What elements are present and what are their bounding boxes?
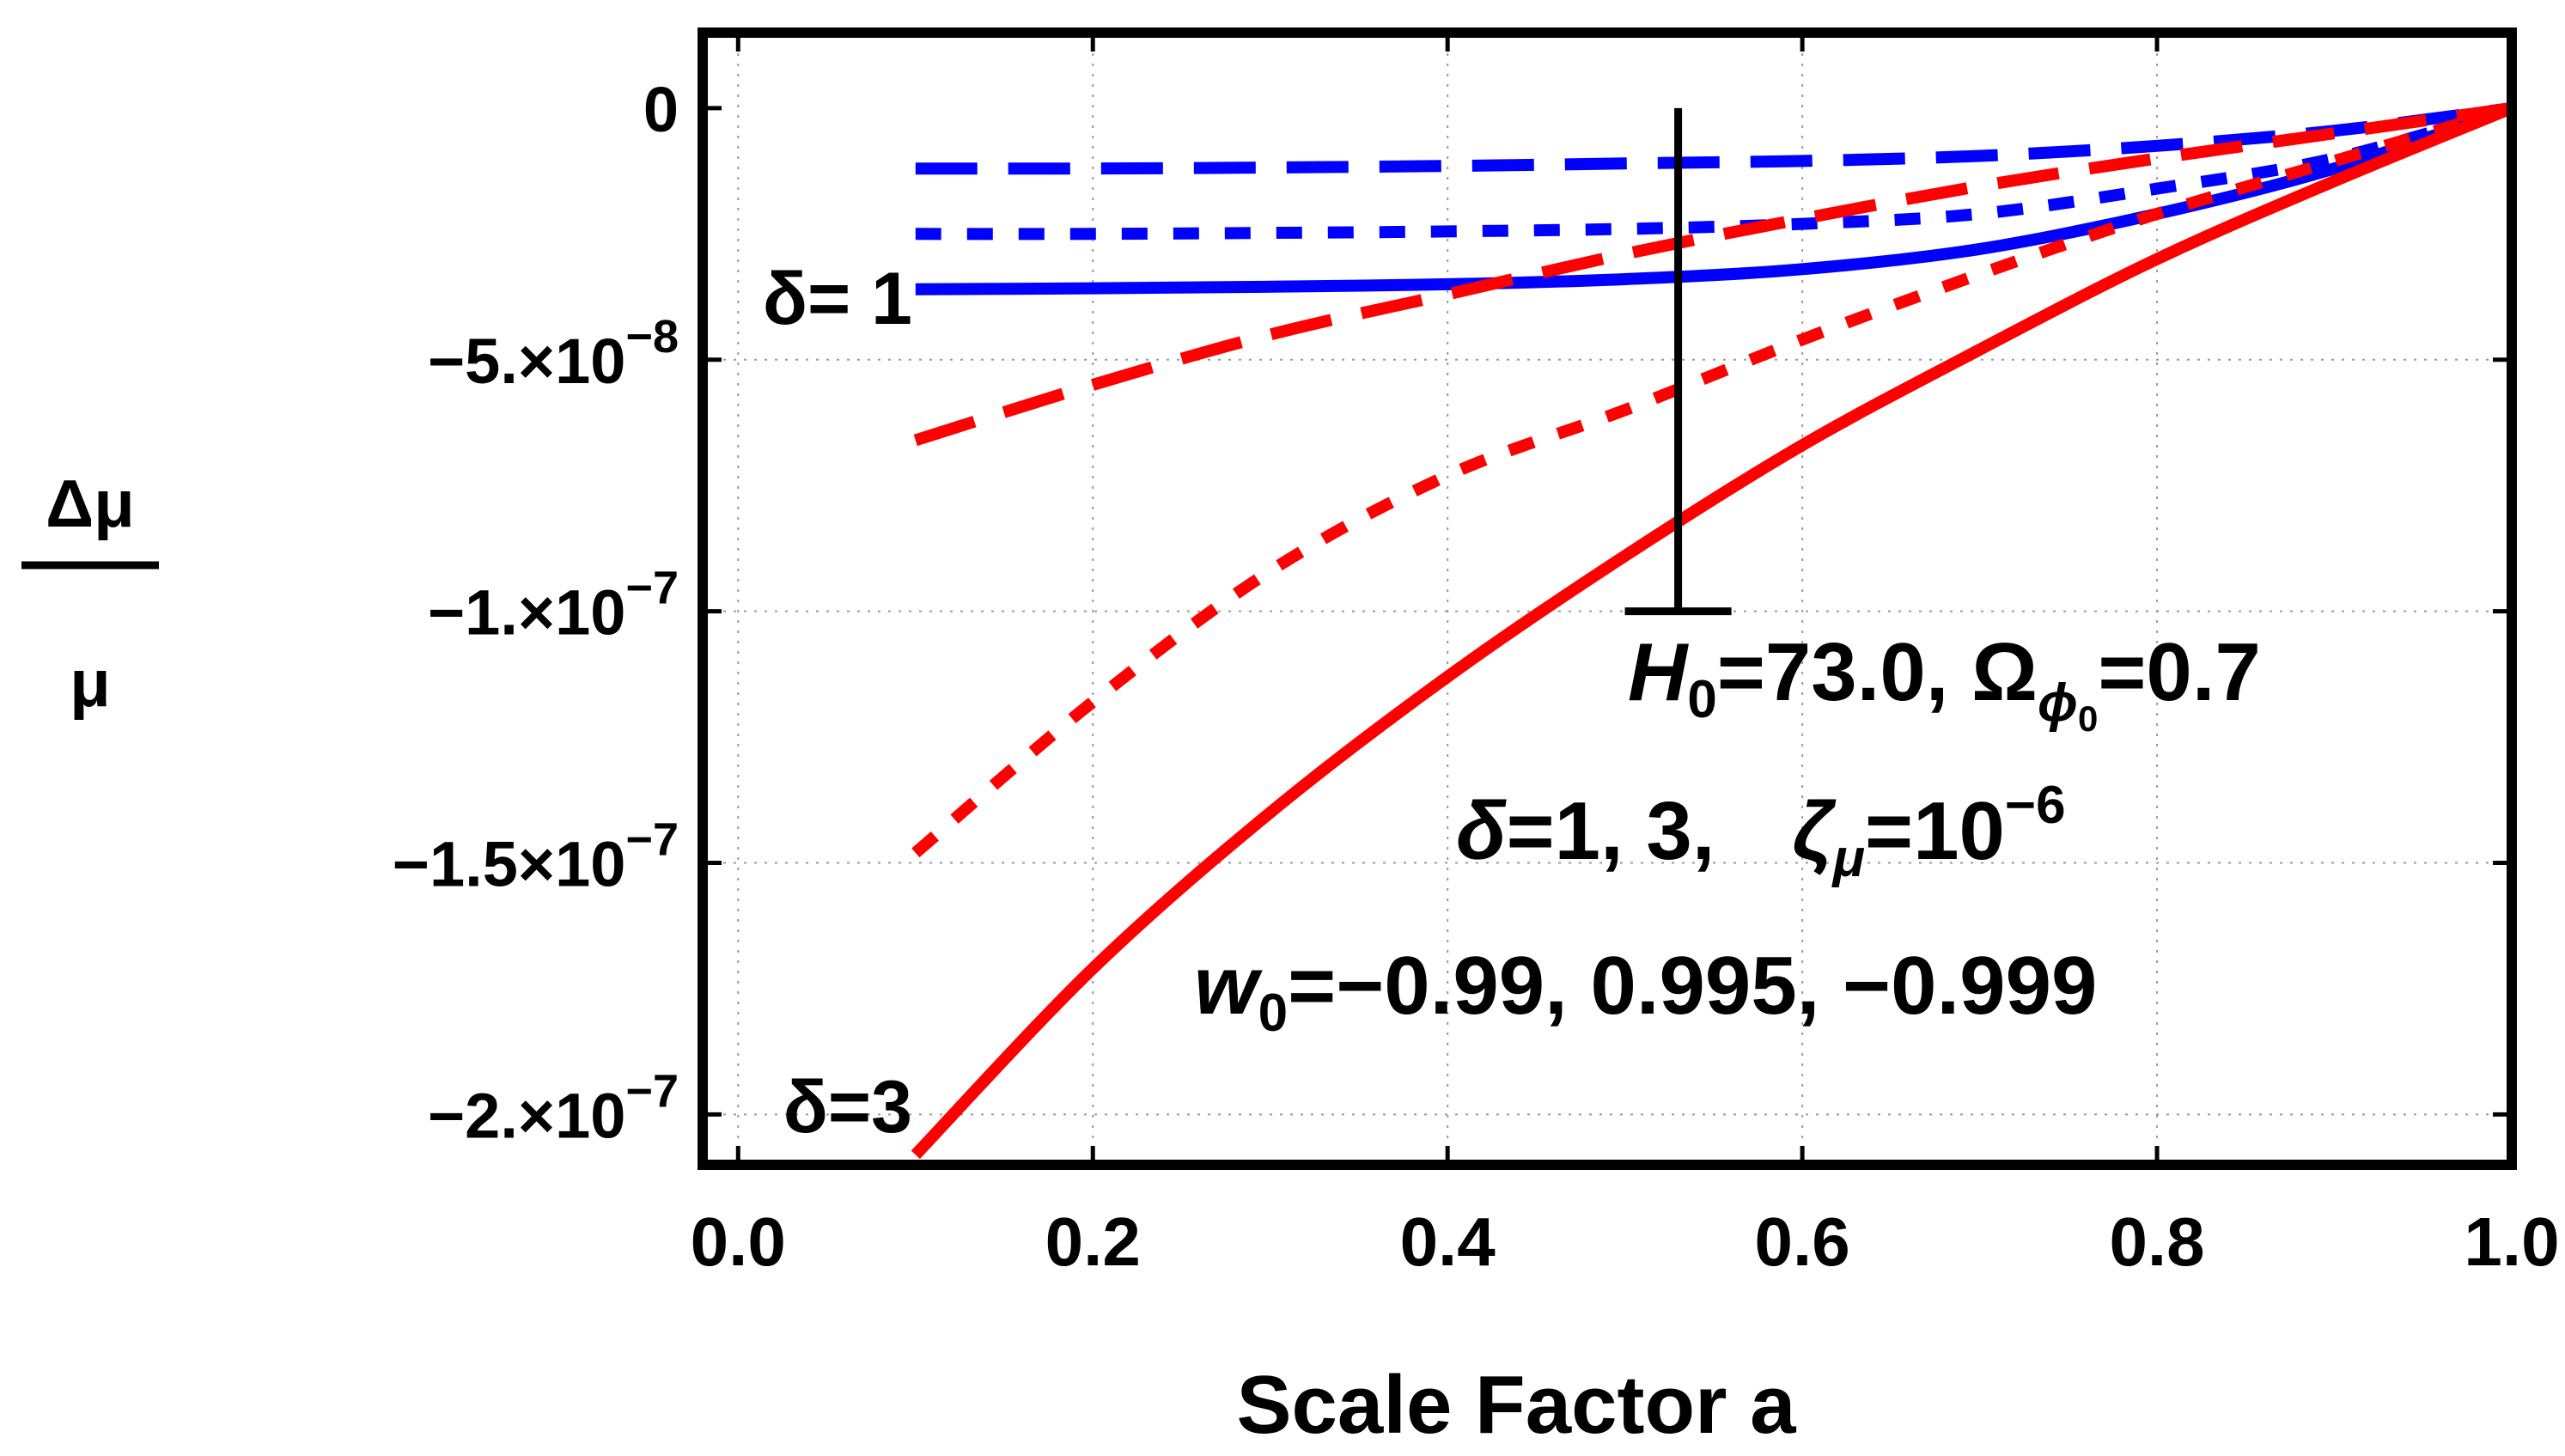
y-tick-mantissa: −1.×10 — [428, 577, 625, 649]
x-tick-label: 1.0 — [2464, 1203, 2559, 1280]
y-tick-exponent: −7 — [625, 814, 679, 866]
annotation-omega-subscript: ϕ — [2038, 673, 2078, 733]
curve-label-delta-1: δ= 1 — [763, 258, 912, 340]
x-tick-labels: 0.0 0.2 0.4 0.6 0.8 1.0 — [691, 1203, 2560, 1280]
series-line — [915, 101, 2513, 175]
x-tick-label: 0.2 — [1045, 1203, 1141, 1280]
annotation-w0: w0=−0.99, 0.995, −0.999 — [1194, 940, 2097, 1043]
annotation-w-subscript: 0 — [1258, 984, 1288, 1043]
x-tick-label: 0.0 — [691, 1203, 786, 1280]
annotation-h-symbol: H — [1628, 626, 1689, 718]
y-tick-label: −1.×10−7 — [428, 563, 679, 649]
annotation-zeta-value: =10 — [1865, 785, 2005, 877]
annotation-h0-omega: H0=73.0, Ωϕ0=0.7 — [1628, 626, 2261, 739]
annotation-zeta-symbol: ζ — [1792, 785, 1836, 877]
series-line — [915, 102, 2513, 241]
annotation-omega-subsubscript: 0 — [2078, 698, 2098, 739]
x-tick-label: 0.8 — [2109, 1203, 2204, 1280]
y-tick-labels: 0−5.×10−8−1.×10−7−1.5×10−7−2.×10−7 — [393, 74, 679, 1152]
x-tick-label: 0.6 — [1755, 1203, 1850, 1280]
y-tick-mantissa: −2.×10 — [428, 1080, 625, 1151]
plot-frame — [698, 27, 2517, 1170]
annotation-omega-symbol: Ω — [1971, 626, 2038, 718]
error-bar — [1624, 107, 1732, 616]
annotation-delta-symbol: δ — [1456, 785, 1507, 877]
annotation-delta-zeta: δ=1, 3, ζμ=10−6 — [1456, 776, 2066, 888]
y-tick-label: 0 — [643, 74, 679, 145]
annotation-zeta-subscript: μ — [1831, 829, 1865, 888]
y-tick-label: −1.5×10−7 — [393, 814, 679, 900]
y-tick-mantissa: 0 — [643, 74, 679, 145]
annotation-omega-value: =0.7 — [2098, 626, 2261, 718]
y-tick-mantissa: −5.×10 — [428, 326, 625, 397]
y-axis-label-numerator: Δμ — [46, 466, 135, 541]
y-tick-exponent: −7 — [625, 563, 679, 614]
y-tick-label: −5.×10−8 — [428, 311, 679, 397]
y-tick-exponent: −8 — [625, 311, 679, 362]
series-line — [911, 102, 2514, 1160]
annotation-w-symbol: w — [1194, 940, 1263, 1032]
series-lines — [911, 101, 2514, 1160]
series-line — [911, 102, 2513, 858]
y-tick-label: −2.×10−7 — [428, 1065, 679, 1151]
y-axis-label-denominator: μ — [70, 645, 111, 721]
annotation-zeta-exponent: −6 — [2005, 776, 2066, 835]
x-axis-label: Scale Factor a — [1237, 1359, 1797, 1451]
x-tick-label: 0.4 — [1400, 1203, 1496, 1280]
y-tick-exponent: −7 — [625, 1065, 679, 1117]
annotation-h-value: =73.0, — [1717, 626, 1971, 718]
annotation-w-value: =−0.99, 0.995, −0.999 — [1288, 940, 2097, 1032]
annotation-delta-value: =1, 3, — [1507, 785, 1715, 877]
annotation-h-subscript: 0 — [1687, 670, 1716, 729]
y-tick-mantissa: −1.5×10 — [393, 829, 626, 900]
curve-label-delta-3: δ=3 — [783, 1066, 912, 1148]
